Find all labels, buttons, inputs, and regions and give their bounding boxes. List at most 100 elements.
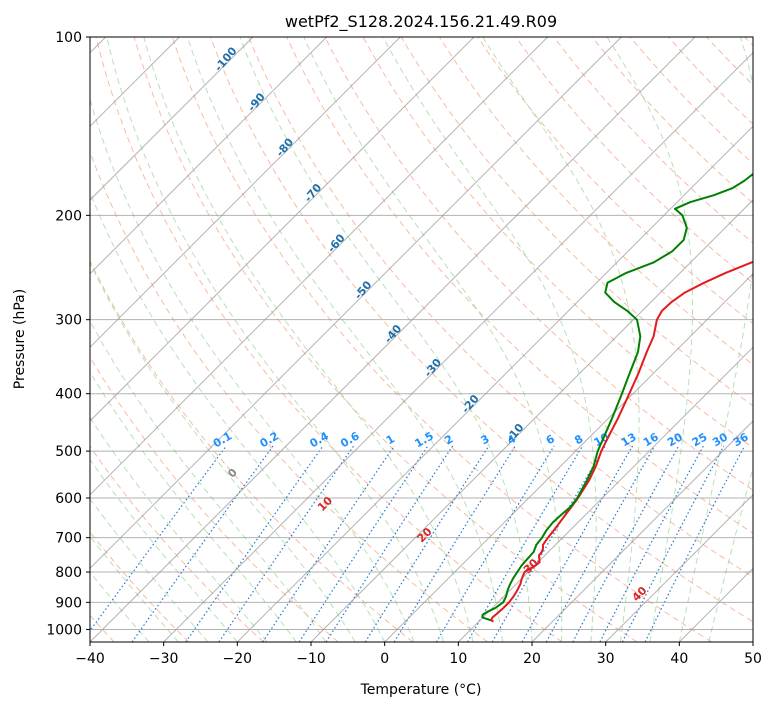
moist-adiabat [90, 261, 356, 642]
x-tick-label: −10 [296, 651, 326, 667]
dry-adiabat [90, 531, 190, 642]
dry-adiabat [744, 37, 753, 47]
pressure-grid [90, 37, 753, 642]
moist-adiabat [90, 416, 268, 642]
dry-adiabat [286, 37, 753, 534]
mixing-ratio-label: 0.4 [308, 429, 332, 450]
mixing-ratio-line [262, 445, 395, 642]
mixing-ratio-label: 16 [641, 430, 661, 449]
dry-adiabat [324, 37, 753, 491]
moist-adiabat-label: -40 [382, 322, 405, 346]
dry-adiabat [90, 150, 488, 642]
mixing-ratio-line [599, 445, 704, 642]
mixing-ratio-label: 0.2 [258, 429, 281, 450]
x-tick-label: 40 [670, 651, 688, 667]
mixing-ratio-line [521, 445, 634, 642]
moist-adiabat [678, 37, 753, 642]
moist-adiabat [606, 37, 694, 642]
profiles [481, 172, 753, 623]
x-tick-label: 10 [449, 651, 467, 667]
y-tick-label: 300 [55, 313, 82, 329]
isotherm [90, 37, 549, 496]
mixing-ratio-label: 13 [619, 430, 639, 449]
moist-adiabat [90, 458, 238, 642]
isotherm [752, 641, 753, 642]
isotherm [90, 37, 475, 422]
dry-adiabat [706, 37, 753, 86]
mixing-ratio-line [218, 445, 355, 642]
y-tick-label: 600 [55, 491, 82, 507]
y-tick-label: 900 [55, 595, 82, 611]
mixing-ratio-line [298, 445, 429, 642]
chart-title: wetPf2_S128.2024.156.21.49.R09 [285, 12, 557, 32]
mixing-ratio-line [644, 445, 746, 642]
mixing-ratio-line [545, 445, 656, 642]
mixing-ratio-label: 20 [665, 430, 685, 449]
isotherm [678, 567, 753, 642]
moist-adiabat-label: -50 [352, 278, 375, 302]
isotherm [310, 199, 753, 642]
y-tick-label: 800 [55, 565, 82, 581]
x-axis: −40 −30 −20 −10 0 10 20 30 40 50 [75, 642, 762, 667]
moist-adiabat [90, 535, 179, 642]
dry-adiabat [171, 37, 712, 642]
mixing-ratio-label: 25 [690, 430, 710, 449]
mixing-ratio-line [90, 445, 227, 632]
y-tick-label: 1000 [46, 622, 82, 638]
moist-adiabat-label: -80 [274, 135, 297, 159]
mixing-ratio-line [325, 445, 454, 642]
isotherm [90, 37, 328, 275]
isotherm [236, 125, 753, 642]
moist-adiabat [239, 37, 533, 642]
x-tick-label: −30 [149, 651, 179, 667]
dry-adiabat [591, 37, 753, 204]
isotherm [90, 37, 401, 349]
isotherm [605, 493, 753, 642]
isotherm [90, 37, 254, 201]
mixing-ratio-line [364, 445, 490, 642]
mixing-ratio-label: 1 [384, 432, 397, 447]
dry-adiabat [248, 37, 753, 578]
moist-adiabat [708, 465, 753, 642]
moist-adiabat [90, 190, 386, 642]
moist-adiabat [90, 370, 297, 642]
moist-adiabat [106, 37, 445, 642]
dry-adiabat [133, 37, 638, 642]
mixing-ratio-line [435, 445, 555, 642]
x-tick-label: 0 [380, 651, 389, 667]
dry-adiabat [90, 259, 414, 642]
mixing-ratio-label: 2 [442, 432, 455, 447]
isotherm [163, 51, 753, 642]
mixing-ratio-line [185, 445, 324, 642]
moist-adiabat-label: -100 [212, 44, 240, 74]
y-axis: 1000 900 800 700 600 500 400 300 200 100 [46, 30, 90, 638]
mixing-ratio-line [621, 445, 725, 642]
dry-adiabat [210, 37, 753, 623]
y-tick-label: 100 [55, 30, 82, 46]
dewpoint-profile [481, 172, 753, 622]
plot-frame [89, 36, 754, 643]
mixing-ratio-label: 6 [544, 432, 557, 447]
y-tick-label: 500 [55, 444, 82, 460]
x-tick-label: 30 [597, 651, 615, 667]
moist-adiabat [187, 37, 503, 642]
isotherm [457, 346, 753, 642]
y-axis-label: Pressure (hPa) [12, 289, 28, 389]
mixing-ratio-label: 36 [731, 430, 751, 449]
moist-adiabat [382, 37, 597, 642]
x-tick-label: 50 [744, 651, 762, 667]
mixing-ratio-label: 8 [572, 432, 585, 447]
dry-adiabat [553, 37, 753, 244]
y-tick-label: 400 [55, 387, 82, 403]
mixing-ratio-line [466, 445, 584, 642]
x-axis-label: Temperature (°C) [360, 682, 482, 698]
moist-adiabat [90, 497, 209, 642]
dry-adiabat [668, 37, 753, 125]
moist-adiabat [90, 320, 327, 642]
moist-adiabat-label: -70 [302, 181, 325, 205]
dry-adiabat [515, 37, 753, 284]
dry-adiabat [90, 445, 264, 642]
moist-adiabat-label: -60 [325, 231, 348, 255]
mixing-ratio-label: 3 [478, 432, 491, 447]
